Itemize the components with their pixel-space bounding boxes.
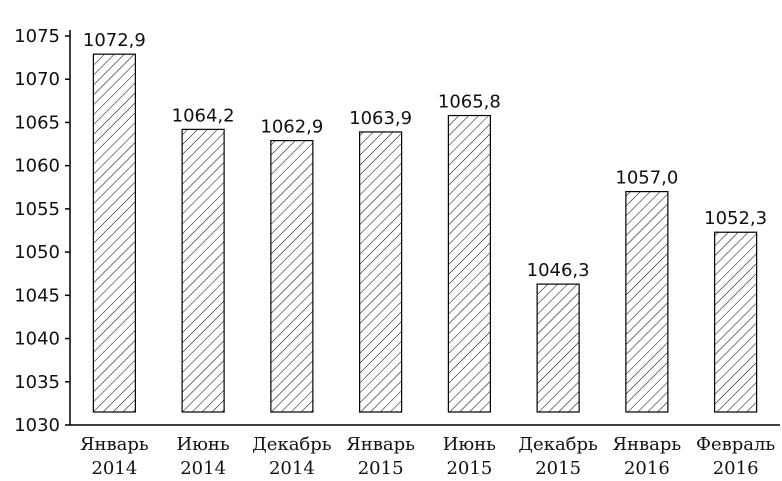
y-tick-label: 1050	[14, 242, 60, 263]
y-tick-label: 1055	[14, 199, 60, 220]
x-tick-label: Февраль	[696, 434, 775, 455]
bar	[536, 283, 580, 413]
bar	[625, 191, 669, 413]
data-label: 1072,9	[83, 30, 146, 51]
y-tick-label: 1075	[14, 26, 60, 47]
x-tick-label: Январь	[80, 434, 149, 455]
bar	[92, 53, 136, 413]
y-tick-label: 1070	[14, 69, 60, 90]
x-tick-label: Январь	[346, 434, 415, 455]
bar	[714, 231, 758, 413]
y-tick-label: 1030	[14, 415, 60, 436]
data-label: 1063,9	[349, 108, 412, 129]
data-label: 1065,8	[438, 92, 501, 113]
bar	[270, 139, 314, 413]
x-tick-label-year: 2014	[180, 458, 226, 479]
bar	[181, 128, 225, 413]
bars	[92, 53, 758, 413]
data-label: 1052,3	[704, 208, 767, 229]
x-tick-label: Июнь	[177, 434, 230, 455]
bar	[447, 114, 491, 413]
x-tick-label-year: 2014	[91, 458, 137, 479]
x-tick-label: Январь	[613, 434, 682, 455]
y-tick-label: 1045	[14, 285, 60, 306]
x-tick-label-year: 2015	[446, 458, 492, 479]
x-tick-label: Декабрь	[252, 434, 332, 455]
data-label: 1062,9	[260, 117, 323, 138]
y-axis: 1030 1035 1040 1045 1050 1055 1060 1065 1070 1075	[14, 26, 71, 436]
bar	[359, 131, 403, 413]
y-tick-label: 1065	[14, 112, 60, 133]
data-label: 1046,3	[527, 260, 590, 281]
x-tick-label-year: 2015	[535, 458, 581, 479]
x-tick-label-year: 2016	[713, 458, 759, 479]
data-label: 1064,2	[172, 105, 235, 126]
x-tick-label: Июнь	[443, 434, 496, 455]
data-labels: 1072,9 1064,2 1062,9 1063,9 1065,8 1046,3 1057…	[83, 30, 767, 281]
x-tick-label-year: 2016	[624, 458, 670, 479]
x-tick-label-year: 2015	[358, 458, 404, 479]
y-tick-label: 1040	[14, 329, 60, 350]
x-tick-label-year: 2014	[269, 458, 315, 479]
y-tick-label: 1060	[14, 156, 60, 177]
data-label: 1057,0	[615, 168, 678, 189]
y-tick-label: 1035	[14, 372, 60, 393]
x-tick-label: Декабрь	[518, 434, 598, 455]
x-axis: Январь 2014 Июнь 2014 Декабрь 2014 Январь 2015 И…	[70, 424, 780, 479]
